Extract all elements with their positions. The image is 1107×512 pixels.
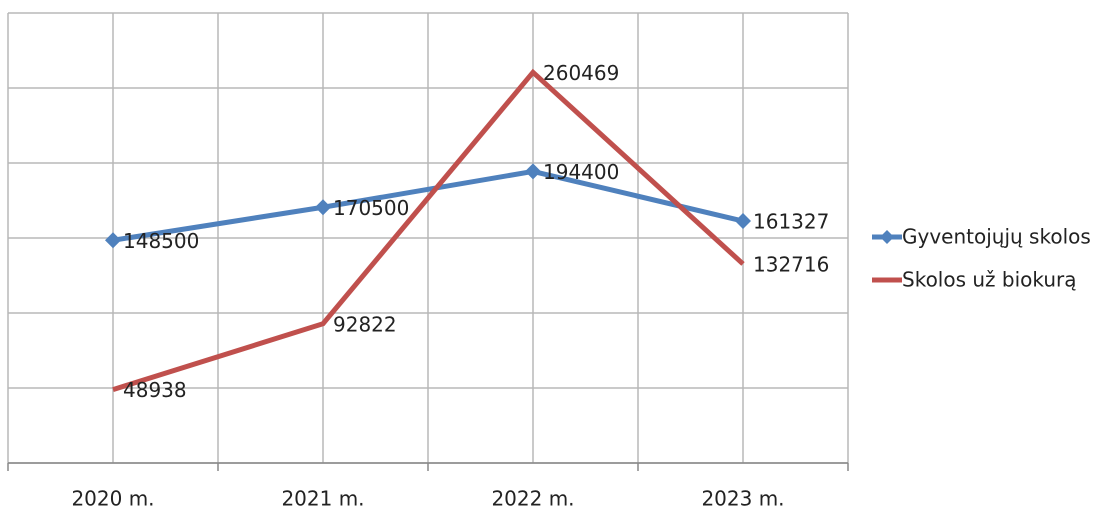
marker <box>735 213 751 230</box>
series-line <box>112 68 745 392</box>
data-label: 132716 <box>753 252 829 276</box>
legend-label: Skolos už biokurą <box>902 268 1077 292</box>
data-label: 92822 <box>333 312 397 336</box>
marker <box>315 199 331 216</box>
data-label: 161327 <box>753 210 829 234</box>
marker <box>105 232 121 249</box>
marker <box>525 163 541 180</box>
data-label: 170500 <box>333 196 409 220</box>
data-label: 260469 <box>543 61 619 85</box>
x-tick-label: 2023 m. <box>701 487 784 511</box>
x-tick-label: 2022 m. <box>491 487 574 511</box>
data-label: 148500 <box>123 229 199 253</box>
legend-marker <box>880 230 894 244</box>
legend-label: Gyventojųjų skolos <box>902 225 1091 249</box>
x-tick-label: 2020 m. <box>71 487 154 511</box>
data-label: 194400 <box>543 160 619 184</box>
data-label: 48938 <box>123 378 187 402</box>
x-tick-label: 2021 m. <box>281 487 364 511</box>
series-line <box>112 168 744 243</box>
